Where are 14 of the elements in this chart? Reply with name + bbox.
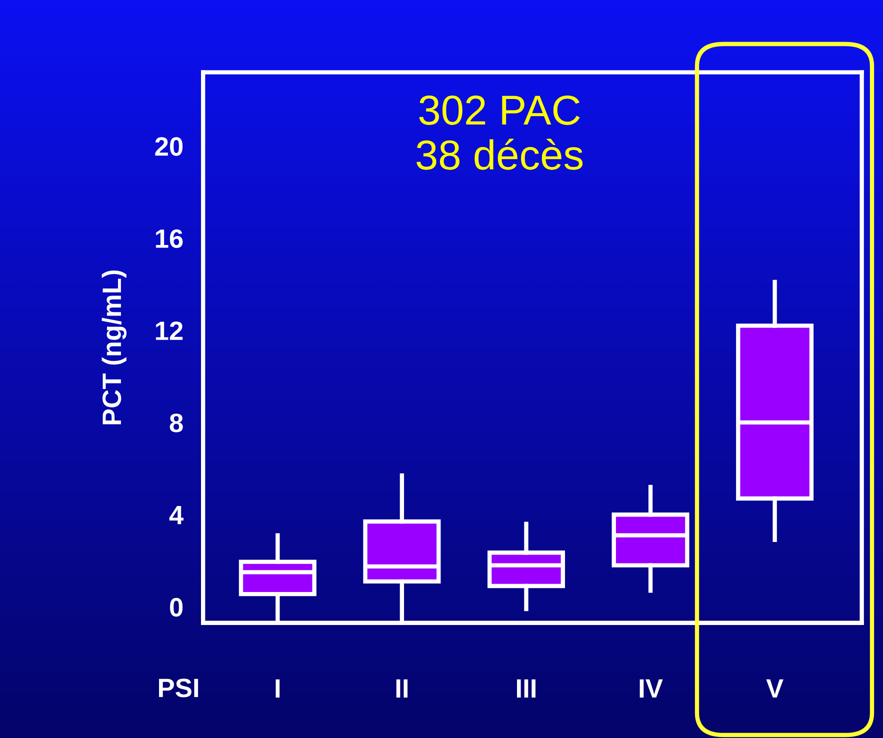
x-axis-title: PSI [159,678,198,698]
x-tick-label: III [517,679,536,698]
annotation: 302 PAC 38 décès [416,95,583,170]
x-tick-label: IV [640,679,663,698]
y-tick-label: 0 [170,598,183,617]
y-tick-label: 16 [156,229,183,248]
y-tick-label: 20 [155,137,183,156]
x-tick-label: V [766,679,784,698]
x-tick-label: II [396,679,408,698]
y-tick-label: 4 [169,506,184,524]
x-tick-label: I [276,679,280,698]
y-axis-title: PCT (ng/mL) [102,270,127,424]
y-tick-label: 12 [156,321,183,340]
y-tick-label: 8 [170,414,183,432]
